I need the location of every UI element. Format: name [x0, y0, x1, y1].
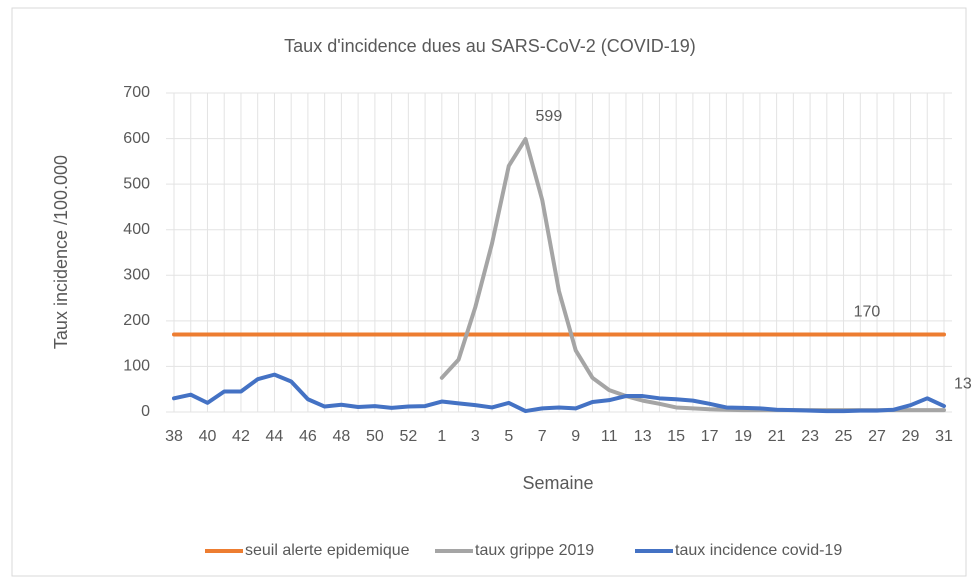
legend-label: seuil alerte epidemique [245, 542, 410, 559]
x-tick-label: 46 [299, 428, 317, 445]
x-tick-label: 17 [701, 428, 719, 445]
x-tick-label: 25 [835, 428, 853, 445]
x-tick-label: 38 [165, 428, 183, 445]
data-label: 599 [536, 108, 563, 125]
x-tick-label: 21 [768, 428, 786, 445]
y-tick-label: 300 [123, 267, 150, 284]
y-tick-label: 500 [123, 175, 150, 192]
x-tick-label: 42 [232, 428, 250, 445]
x-tick-label: 50 [366, 428, 384, 445]
x-tick-label: 15 [667, 428, 685, 445]
data-label: 170 [854, 304, 881, 321]
x-tick-label: 9 [571, 428, 580, 445]
x-tick-label: 7 [538, 428, 547, 445]
y-axis-label: Taux incidence /100.000 [51, 155, 71, 349]
y-tick-label: 400 [123, 221, 150, 238]
x-tick-label: 23 [801, 428, 819, 445]
x-tick-label: 27 [868, 428, 886, 445]
series-line [172, 372, 946, 414]
x-axis-label: Semaine [522, 473, 593, 493]
x-tick-label: 5 [504, 428, 513, 445]
x-tick-label: 48 [332, 428, 350, 445]
x-tick-label: 29 [902, 428, 920, 445]
data-label: 13 [954, 375, 972, 392]
x-tick-label: 13 [634, 428, 652, 445]
chart-frame [11, 7, 967, 577]
y-tick-label: 100 [123, 358, 150, 375]
x-tick-label: 3 [471, 428, 480, 445]
x-tick-label: 1 [437, 428, 446, 445]
legend-label: taux incidence covid-19 [675, 542, 842, 559]
x-tick-label: 11 [601, 428, 618, 445]
x-tick-label: 19 [734, 428, 752, 445]
y-tick-label: 600 [123, 130, 150, 147]
x-tick-label: 40 [199, 428, 217, 445]
x-tick-label: 44 [266, 428, 284, 445]
y-tick-label: 0 [141, 403, 150, 420]
x-tick-label: 52 [399, 428, 417, 445]
y-tick-label: 200 [123, 312, 150, 329]
chart-title: Taux d'incidence dues au SARS-CoV-2 (COV… [284, 36, 696, 56]
x-tick-label: 31 [935, 428, 953, 445]
y-tick-label: 700 [123, 84, 150, 101]
legend-label: taux grippe 2019 [475, 542, 594, 559]
